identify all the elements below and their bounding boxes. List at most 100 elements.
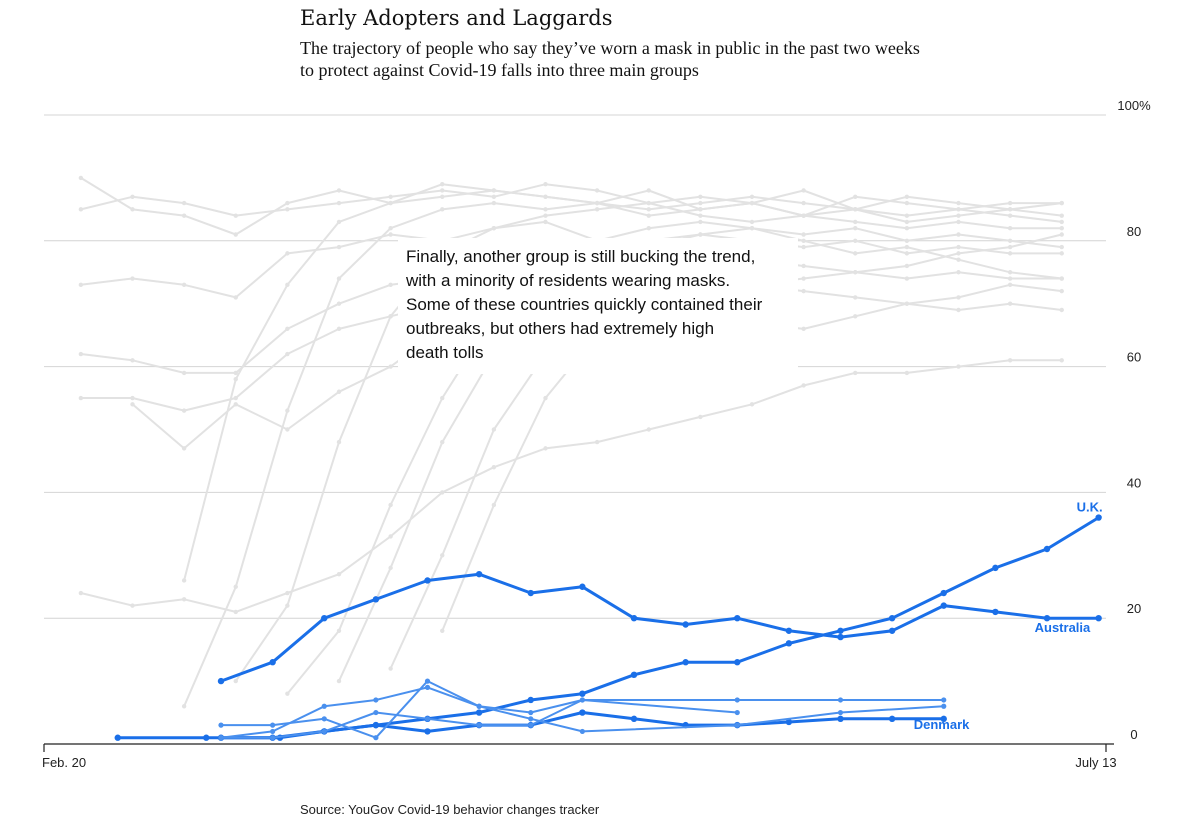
data-point [181, 200, 187, 206]
data-point [78, 207, 84, 212]
data-point [543, 213, 548, 218]
data-point [801, 244, 806, 250]
data-point [801, 200, 806, 206]
data-point [285, 351, 290, 357]
series-australia: Australia [217, 570, 1102, 685]
data-point [749, 402, 755, 407]
data-point [440, 207, 445, 212]
data-point [904, 219, 910, 225]
data-point [956, 244, 961, 250]
series-line [183, 202, 1063, 708]
data-point [904, 200, 910, 206]
data-point [543, 194, 548, 199]
data-point [1059, 219, 1064, 225]
annotation-line: Finally, another group is still bucking … [406, 247, 755, 266]
y-tick-label: 40 [1127, 475, 1141, 490]
data-point [888, 627, 896, 634]
data-point [956, 295, 961, 300]
data-point [440, 439, 445, 445]
data-point [749, 194, 755, 199]
data-point [285, 603, 290, 608]
data-point [491, 200, 497, 206]
data-point [1059, 358, 1064, 363]
data-point [941, 703, 947, 709]
data-point [388, 565, 393, 571]
data-point [734, 615, 741, 622]
data-point [904, 251, 910, 256]
data-point [388, 666, 393, 671]
source-note: Source: YouGov Covid-19 behavior changes… [300, 802, 600, 817]
data-point [285, 200, 290, 206]
data-point [336, 200, 342, 206]
data-point [543, 395, 548, 401]
data-point [543, 181, 548, 187]
data-point [801, 213, 806, 218]
series-line [219, 572, 1101, 683]
data-point [579, 583, 586, 590]
data-point [888, 715, 896, 723]
data-point [940, 589, 947, 597]
data-point [1059, 307, 1064, 313]
data-point [217, 677, 225, 685]
x-tick-label: July 13 [1075, 755, 1116, 770]
data-point [218, 722, 224, 728]
data-point [527, 589, 534, 597]
data-point [440, 188, 445, 193]
data-point [78, 590, 84, 596]
series-line [286, 220, 1063, 695]
annotation-line: outbreaks, but others had extremely high [406, 319, 714, 338]
data-point [853, 226, 858, 231]
data-point [285, 326, 290, 332]
data-point [336, 389, 342, 394]
data-point [853, 251, 858, 256]
data-point [749, 219, 755, 225]
data-point [1059, 288, 1064, 294]
data-point [476, 703, 482, 709]
data-point [388, 534, 393, 539]
data-point [78, 282, 84, 288]
data-point [321, 728, 327, 735]
data-point [440, 181, 445, 187]
data-point [801, 263, 806, 269]
data-point [424, 577, 431, 584]
data-point [956, 232, 961, 237]
data-point [336, 244, 342, 250]
data-point [491, 226, 497, 231]
data-point [837, 709, 844, 716]
data-point [956, 207, 961, 212]
data-point [336, 628, 342, 633]
data-point [78, 175, 84, 181]
data-point [941, 697, 947, 703]
data-point [1059, 226, 1064, 231]
data-point [285, 251, 290, 256]
data-point [233, 232, 238, 237]
data-point [853, 219, 858, 225]
series-line [79, 220, 1063, 299]
data-point [1007, 282, 1013, 288]
data-point [956, 364, 961, 369]
data-point [336, 678, 342, 684]
data-point [491, 502, 497, 508]
data-point [388, 200, 393, 206]
data-point [491, 188, 497, 193]
data-point [440, 628, 445, 633]
data-point [388, 502, 393, 508]
data-point [698, 414, 703, 420]
annotation-line: Some of these countries quickly containe… [406, 295, 763, 314]
data-point [853, 270, 858, 275]
data-point [424, 684, 431, 690]
data-point [130, 358, 135, 363]
data-point [853, 238, 858, 243]
data-point [785, 640, 793, 647]
data-point [78, 395, 84, 401]
annotation-box: Finally, another group is still bucking … [398, 238, 798, 374]
data-point [372, 721, 380, 729]
data-point [749, 200, 755, 206]
data-point [130, 276, 135, 281]
data-point [837, 627, 844, 634]
data-point [181, 597, 187, 602]
data-point [904, 301, 910, 306]
data-point [181, 282, 187, 288]
data-point [78, 351, 84, 357]
